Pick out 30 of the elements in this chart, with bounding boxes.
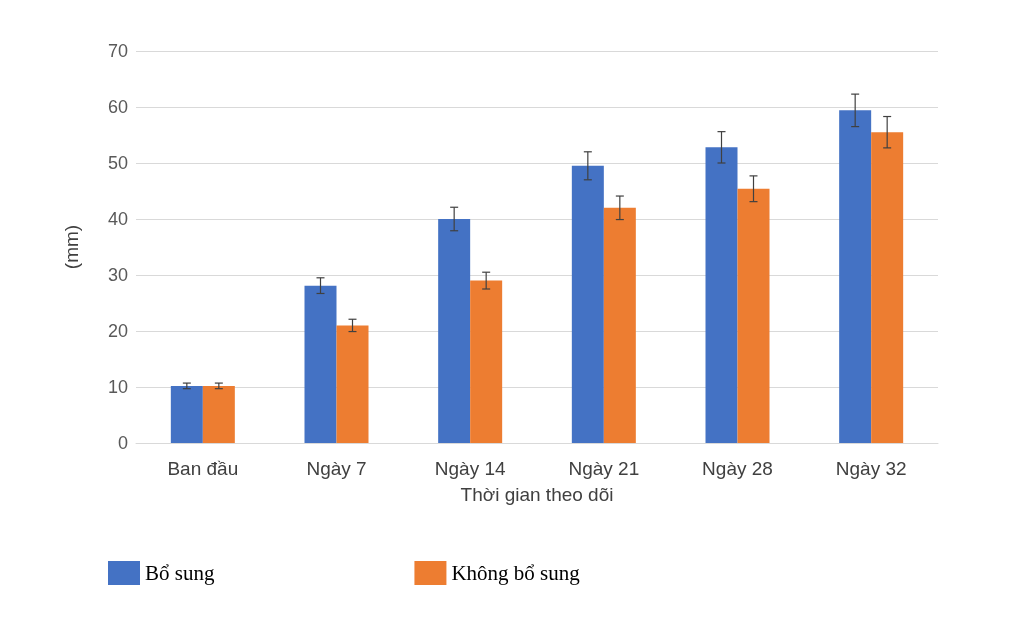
bar	[438, 219, 471, 443]
bar	[603, 207, 636, 443]
y-tick-label: 30	[107, 265, 128, 285]
x-tick-label: Ngày 21	[568, 458, 640, 479]
x-tick-label: Ngày 28	[702, 458, 773, 479]
x-axis-title: Thời gian theo dõi	[460, 484, 614, 505]
bar	[336, 325, 369, 443]
bar	[839, 110, 872, 443]
legend-label: Không bổ sung	[451, 561, 581, 585]
x-tick-label: Ngày 7	[306, 458, 367, 479]
y-tick-label: 10	[107, 377, 128, 397]
y-tick-label: 50	[107, 153, 128, 173]
y-tick-label: 0	[117, 433, 128, 453]
y-axis-title: (mm)	[61, 224, 82, 270]
x-tick-label: Ngày 32	[835, 458, 907, 479]
y-tick-label: 60	[107, 97, 128, 117]
legend-label: Bổ sung	[145, 561, 215, 585]
x-tick-label: Ngày 14	[434, 458, 506, 479]
bar	[705, 147, 738, 443]
y-tick-label: 70	[107, 41, 128, 61]
bar	[737, 188, 770, 443]
bar	[170, 385, 203, 443]
bar	[470, 280, 503, 443]
bar	[202, 385, 235, 443]
y-tick-label: 20	[107, 321, 128, 341]
bar	[304, 285, 337, 443]
bar	[571, 165, 604, 443]
bar	[871, 132, 904, 443]
x-tick-label: Ban đầu	[167, 458, 239, 479]
y-tick-label: 40	[107, 209, 128, 229]
